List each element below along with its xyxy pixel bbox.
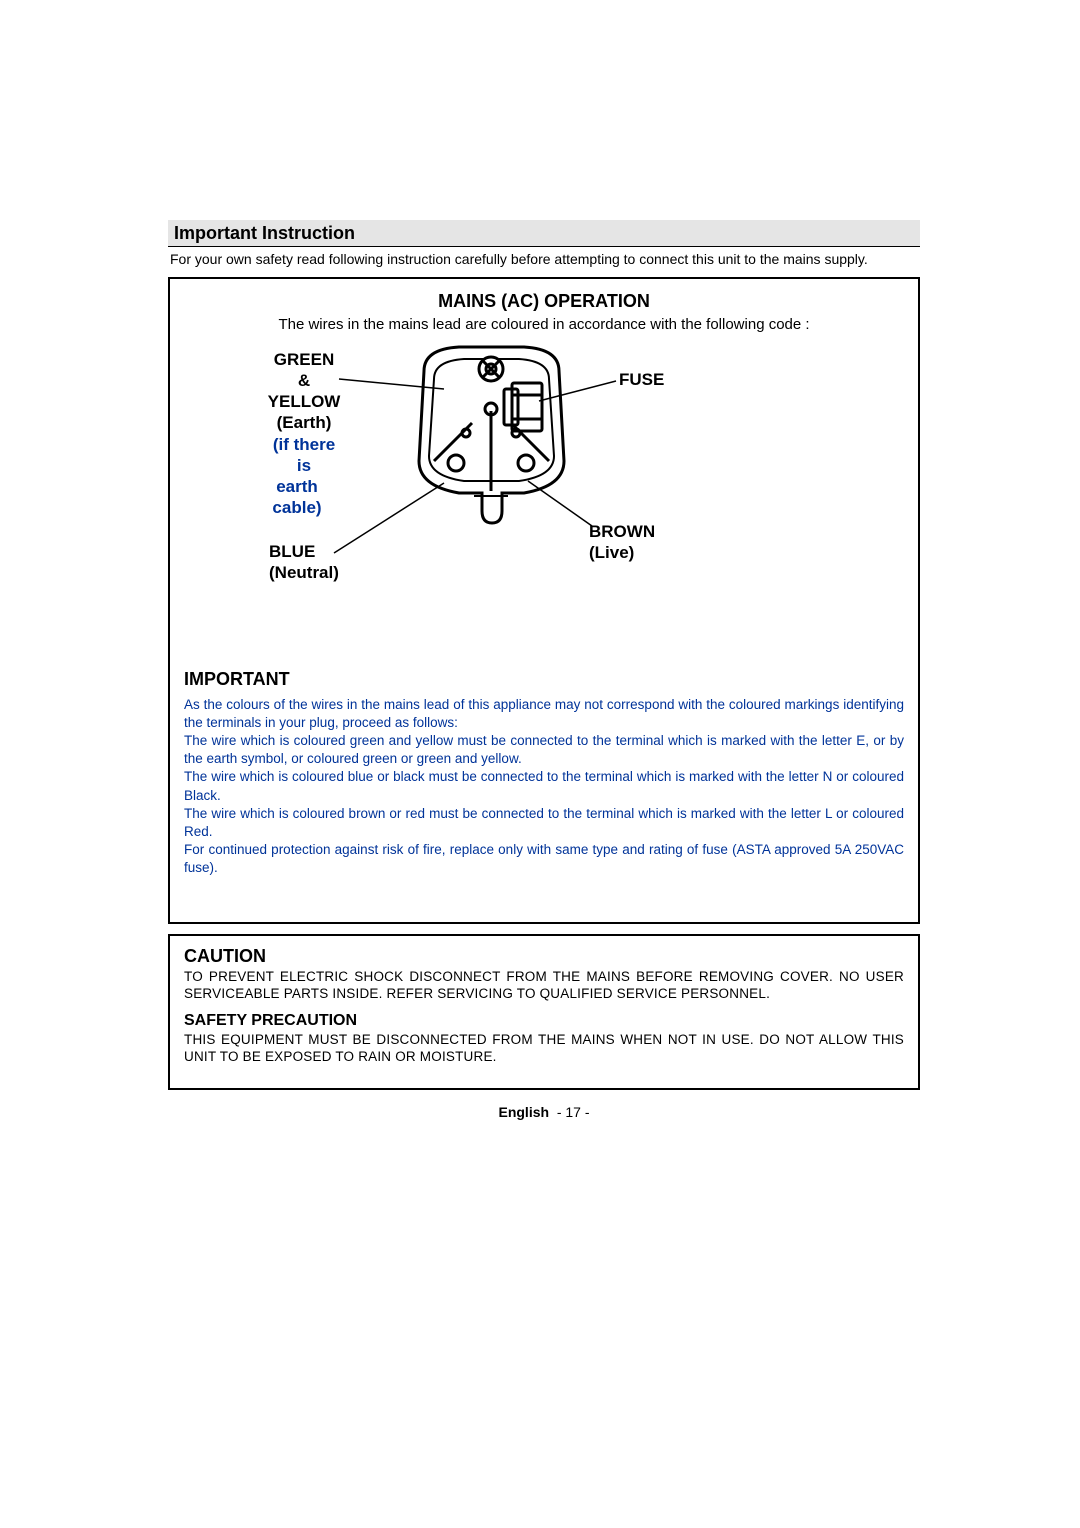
footer-page: - 17 - (557, 1104, 590, 1120)
label-live: (Live) (589, 542, 655, 563)
important-heading: IMPORTANT (184, 669, 904, 690)
label-earth: (Earth) (264, 412, 344, 433)
label-green: GREEN (264, 349, 344, 370)
caution-box: CAUTION TO PREVENT ELECTRIC SHOCK DISCON… (168, 934, 920, 1091)
label-earth-cable: earth cable) (250, 476, 344, 519)
mains-title: MAINS (AC) OPERATION (184, 291, 904, 312)
label-neutral: (Neutral) (269, 562, 339, 583)
label-brown: BROWN (589, 521, 655, 542)
label-yellow: YELLOW (264, 391, 344, 412)
plug-diagram: GREEN & YELLOW (Earth) (if there is eart… (184, 341, 904, 641)
safety-heading: SAFETY PRECAUTION (184, 1012, 904, 1030)
label-green-yellow: GREEN & YELLOW (Earth) (if there is eart… (264, 349, 344, 519)
important-text: As the colours of the wires in the mains… (184, 696, 904, 878)
caution-text: TO PREVENT ELECTRIC SHOCK DISCONNECT FRO… (184, 969, 904, 1003)
document-page: Important Instruction For your own safet… (168, 220, 920, 1120)
label-if-there: (if there is (264, 434, 344, 477)
important-p5: For continued protection against risk of… (184, 841, 904, 877)
label-brown-group: BROWN (Live) (589, 521, 655, 564)
safety-text: THIS EQUIPMENT MUST BE DISCONNECTED FROM… (184, 1032, 904, 1066)
important-p3: The wire which is coloured blue or black… (184, 768, 904, 804)
label-amp: & (264, 370, 344, 391)
mains-subtitle: The wires in the mains lead are coloured… (184, 316, 904, 333)
intro-text: For your own safety read following instr… (170, 251, 918, 269)
mains-box: MAINS (AC) OPERATION The wires in the ma… (168, 277, 920, 924)
important-p2: The wire which is coloured green and yel… (184, 732, 904, 768)
label-fuse: FUSE (619, 369, 664, 390)
page-footer: English - 17 - (168, 1104, 920, 1120)
important-p1: As the colours of the wires in the mains… (184, 696, 904, 732)
caution-heading: CAUTION (184, 946, 904, 967)
section-title: Important Instruction (168, 220, 920, 247)
label-blue: BLUE (269, 541, 339, 562)
important-p4: The wire which is coloured brown or red … (184, 805, 904, 841)
footer-lang: English (498, 1104, 549, 1120)
label-blue-group: BLUE (Neutral) (269, 541, 339, 584)
